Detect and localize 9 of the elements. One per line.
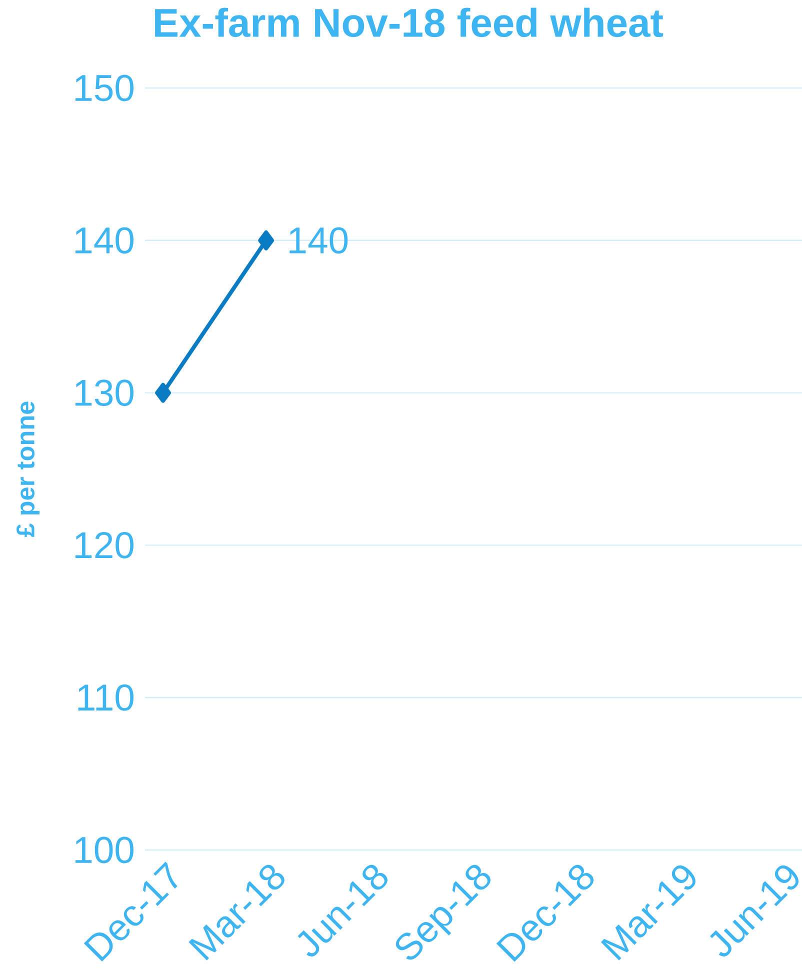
- y-axis-title: £ per tonne: [16, 402, 40, 538]
- y-tick-label: 100: [76, 836, 134, 864]
- y-tick-label: 140: [76, 227, 134, 254]
- y-tick-label: 130: [76, 380, 134, 406]
- chart-title: Ex-farm Nov-18 feed wheat: [155, 8, 664, 38]
- y-tick-label: 150: [76, 74, 134, 102]
- y-tick-label: 110: [78, 684, 134, 711]
- data-label: 140: [290, 227, 348, 254]
- y-tick-label: 120: [76, 532, 134, 558]
